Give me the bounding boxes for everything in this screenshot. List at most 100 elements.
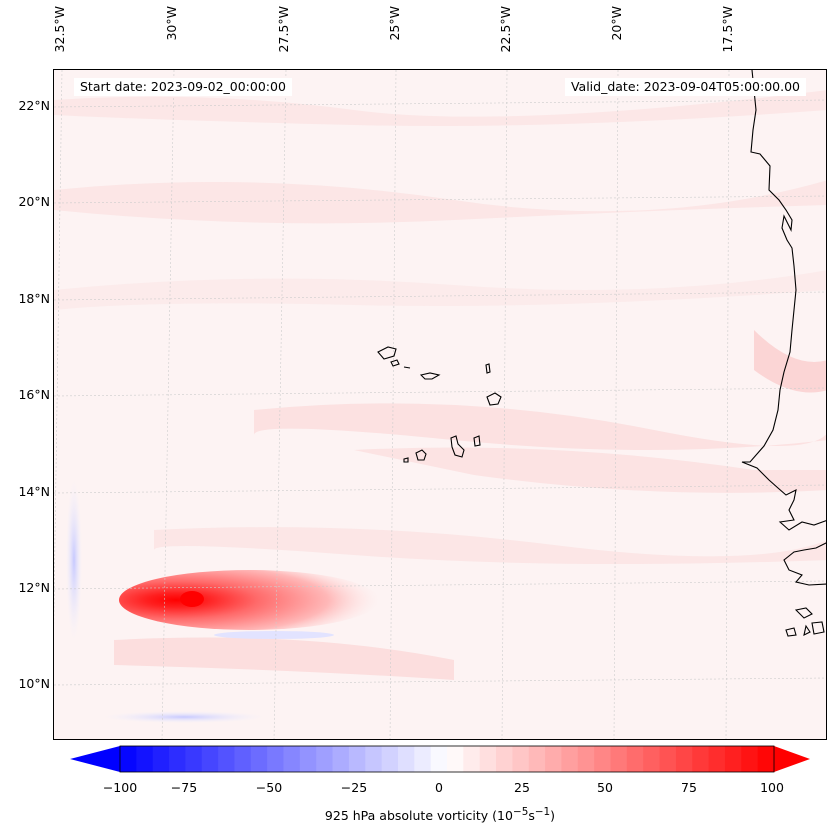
island-santo-antao [377, 346, 397, 360]
colorbar-label: 925 hPa absolute vorticity (10−5s−1) [324, 806, 556, 824]
colorbar-cells [120, 746, 775, 772]
bissagos-islands [785, 607, 825, 637]
lon-label-32-5w: 32.5°W [52, 6, 67, 53]
island-santiago [450, 435, 465, 458]
lon-label-27-5w: 27.5°W [276, 6, 291, 53]
colorbar-cell [594, 746, 611, 772]
colorbar-cell [675, 746, 693, 772]
africa-coastline [741, 70, 826, 531]
lat-label-10n: 10°N [18, 676, 50, 691]
colorbar-cell [512, 746, 530, 772]
field-band [54, 180, 826, 224]
lon-label-17-5w: 17.5°W [720, 6, 735, 53]
island-sal [485, 363, 491, 374]
colorbar-cell [447, 746, 464, 772]
colorbar-cell [136, 746, 154, 772]
lon-gridline [613, 70, 619, 739]
island-boa-vista [486, 392, 502, 406]
field-band [254, 403, 826, 450]
lat-label-22n: 22°N [18, 98, 50, 113]
lon-gridline [54, 70, 63, 627]
lat-label-14n: 14°N [18, 484, 50, 499]
colorbar-extend-high [774, 746, 810, 772]
colorbar-cell [463, 746, 481, 772]
island-maio [473, 435, 481, 447]
africa-coastline-south [783, 542, 826, 586]
colorbar-cell [152, 746, 170, 772]
negative-vorticity-streak [104, 711, 264, 723]
field-band [114, 637, 454, 680]
lon-label-20w: 20°W [609, 6, 624, 41]
lat-gridline [54, 677, 826, 686]
lon-gridline [501, 70, 508, 739]
lon-label-25w: 25°W [387, 6, 402, 41]
island-brava [403, 457, 409, 463]
field-band [54, 90, 826, 126]
lat-label-16n: 16°N [18, 387, 50, 402]
colorbar-cell [528, 746, 546, 772]
colorbar [70, 745, 810, 773]
colorbar-extend-low [70, 746, 120, 772]
vorticity-maximum [119, 570, 379, 630]
colorbar-cell [692, 746, 710, 772]
colorbar-cell [381, 746, 399, 772]
colorbar-cell [169, 746, 186, 772]
colorbar-cell [201, 746, 219, 772]
island-santa-luzia [403, 366, 411, 369]
field-band [354, 447, 826, 493]
colorbar-cell [626, 746, 644, 772]
field-band [54, 270, 826, 310]
vorticity-map: Start date: 2023-09-02_00:00:00 Valid_da… [53, 69, 827, 740]
lat-label-12n: 12°N [18, 580, 50, 595]
colorbar-cell [283, 746, 301, 772]
cape-verde-islands [377, 346, 502, 463]
lat-gridline [54, 580, 826, 590]
colorbar-cell [659, 746, 677, 772]
lat-label-18n: 18°N [18, 291, 50, 306]
field-band [154, 527, 826, 564]
valid-date-label: Valid_date: 2023-09-04T05:00:00.00 [564, 78, 806, 96]
colorbar-cell [757, 746, 775, 772]
colorbar-cell [299, 746, 317, 772]
colorbar-tick: 100 [760, 780, 784, 795]
negative-vorticity-streak [66, 480, 82, 640]
island-sao-vicente [390, 359, 400, 367]
colorbar-cell [316, 746, 334, 772]
lat-gridline [54, 99, 826, 108]
lat-gridline [54, 195, 826, 204]
gridlines [54, 70, 826, 739]
island-sao-nicolau [419, 372, 441, 380]
lon-label-22-5w: 22.5°W [498, 6, 513, 53]
lat-gridline [54, 484, 826, 494]
lon-gridline [725, 70, 730, 739]
colorbar-cell [397, 746, 415, 772]
lon-label-30w: 30°W [164, 6, 179, 41]
colorbar-tick: −100 [102, 780, 138, 795]
start-date-label: Start date: 2023-09-02_00:00:00 [74, 78, 292, 96]
colorbar-cell [120, 746, 137, 772]
colorbar-cell [185, 746, 203, 772]
field-band [754, 330, 826, 393]
colorbar-cell [479, 746, 497, 772]
colorbar-tick: 75 [681, 780, 697, 795]
map-canvas [54, 70, 826, 739]
colorbar-cell [561, 746, 579, 772]
vorticity-field [54, 90, 826, 723]
colorbar-tick: 50 [597, 780, 613, 795]
vorticity-core [180, 591, 204, 607]
colorbar-cell [577, 746, 595, 772]
colorbar-tick: −25 [340, 780, 368, 795]
colorbar-cell [365, 746, 383, 772]
colorbar-cell [218, 746, 235, 772]
colorbar-cell [348, 746, 366, 772]
colorbar-cell [496, 746, 513, 772]
colorbar-cell [267, 746, 284, 772]
colorbar-tick: 25 [514, 780, 530, 795]
colorbar-tick: −75 [170, 780, 198, 795]
colorbar-cell [741, 746, 759, 772]
colorbar-cell [414, 746, 432, 772]
colorbar-cell [643, 746, 661, 772]
lat-gridline [54, 291, 826, 301]
colorbar-cell [430, 746, 448, 772]
island-fogo [415, 449, 427, 461]
